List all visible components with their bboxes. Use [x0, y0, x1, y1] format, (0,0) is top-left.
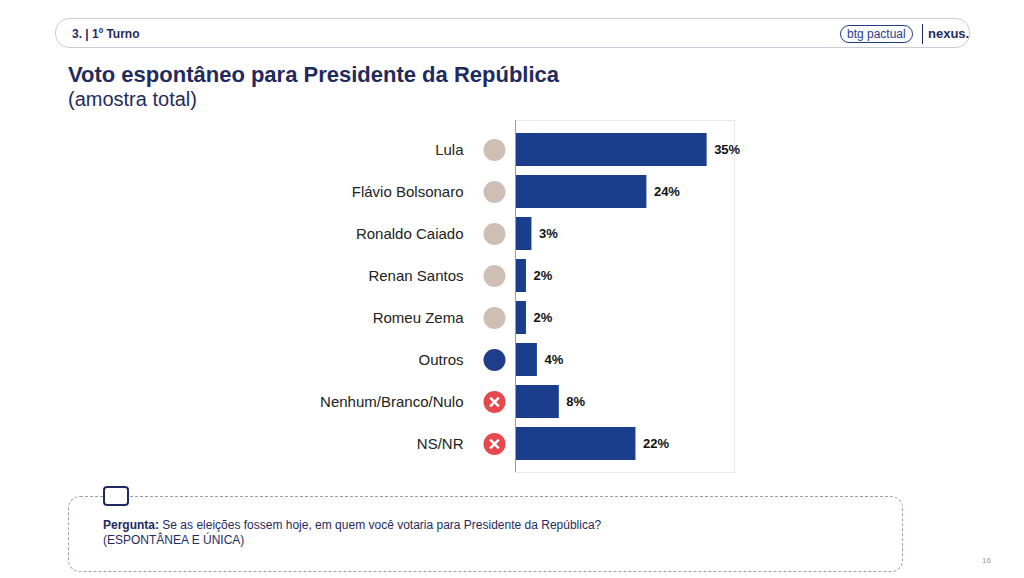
svg-text:Flávio Bolsonaro: Flávio Bolsonaro: [352, 183, 464, 200]
html-text:16: 16: [982, 556, 991, 565]
html-text:(ESPONTÂNEA E ÚNICA): (ESPONTÂNEA E ÚNICA): [103, 533, 245, 547]
svg-text:Ronaldo Caiado: Ronaldo Caiado: [356, 225, 464, 242]
svg-text:Outros: Outros: [418, 351, 463, 368]
svg-text:8%: 8%: [566, 394, 585, 409]
html-text:Voto espontâneo para President: Voto espontâneo para Presidente da Repúb…: [68, 62, 559, 87]
svg-text:Lula: Lula: [435, 141, 464, 158]
svg-text:2%: 2%: [533, 268, 552, 283]
svg-text:Romeu Zema: Romeu Zema: [373, 309, 465, 326]
svg-text:NS/NR: NS/NR: [417, 435, 464, 452]
svg-text:24%: 24%: [654, 184, 680, 199]
svg-text:3%: 3%: [539, 226, 558, 241]
html-text:3. | 1º Turno: 3. | 1º Turno: [72, 27, 140, 41]
svg-text:22%: 22%: [643, 436, 669, 451]
svg-text:2%: 2%: [533, 310, 552, 325]
svg-text:Nenhum/Branco/Nulo: Nenhum/Branco/Nulo: [320, 393, 463, 410]
html-text:nexus.: nexus.: [928, 26, 970, 41]
html-text:(amostra total): (amostra total): [68, 88, 197, 110]
html-text:btg pactual: btg pactual: [847, 27, 906, 41]
svg-text:35%: 35%: [714, 142, 740, 157]
svg-text:Renan Santos: Renan Santos: [368, 267, 463, 284]
svg-text:4%: 4%: [544, 352, 563, 367]
html-text:Pergunta: Se as eleições fosse: Pergunta: Se as eleições fossem hoje, em…: [103, 518, 602, 532]
